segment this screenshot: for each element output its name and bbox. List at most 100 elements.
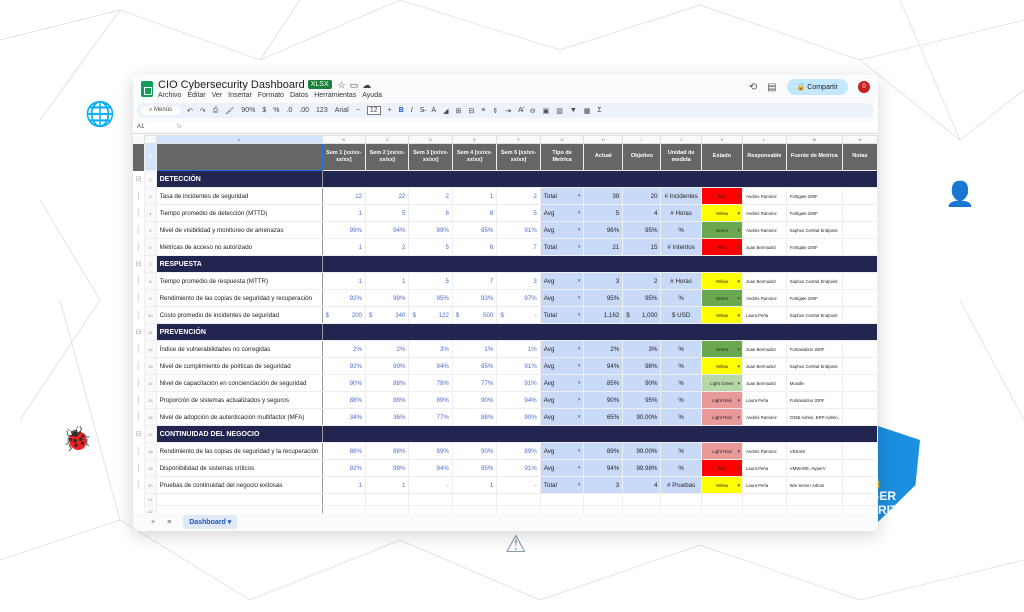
week-value[interactable]: 99% — [364, 459, 410, 477]
group-toggle[interactable]: ⊟ — [133, 425, 145, 443]
section-fill[interactable] — [321, 323, 878, 341]
week-value[interactable]: 7 — [496, 238, 541, 256]
week-value[interactable]: 22 — [364, 187, 410, 205]
week-value[interactable]: 91% — [496, 459, 541, 477]
empty-cell[interactable] — [622, 493, 662, 506]
column-header-c[interactable]: C — [364, 135, 410, 144]
empty-cell[interactable] — [364, 493, 410, 506]
week-value[interactable]: 77% — [408, 408, 453, 426]
more-formats-button[interactable]: 123 — [316, 107, 328, 114]
week-value[interactable]: 34% — [321, 408, 366, 426]
empty-cell[interactable] — [583, 493, 624, 506]
empty-cell[interactable] — [408, 493, 453, 506]
target-value[interactable]: 99.00% — [622, 442, 662, 460]
header-cell[interactable]: Estado — [700, 143, 743, 171]
metric-name[interactable]: Rendimiento de las copias de seguridad y… — [155, 442, 323, 460]
actual-value[interactable]: 5 — [583, 204, 624, 222]
owner[interactable]: Andrés Ramirez — [741, 204, 787, 222]
metric-type-select[interactable]: Total ▾ — [539, 306, 585, 324]
row-number[interactable]: 20 — [144, 476, 157, 494]
cloud-icon[interactable]: ☁ — [362, 80, 376, 90]
metric-source[interactable]: Moodle — [785, 374, 843, 392]
week-value[interactable]: 5 — [364, 204, 410, 222]
functions-icon[interactable]: Σ — [597, 107, 602, 114]
week-value[interactable]: 36% — [364, 408, 410, 426]
week-value[interactable]: 88% — [364, 442, 410, 460]
group-toggle[interactable]: ⊟ — [133, 255, 145, 273]
unit-value[interactable]: % — [660, 357, 702, 375]
unit-value[interactable]: % — [660, 340, 702, 358]
week-value[interactable]: $122 — [408, 306, 453, 324]
notes[interactable] — [841, 408, 878, 426]
row-number[interactable]: 4 — [144, 204, 157, 222]
unit-value[interactable]: # Horas — [660, 204, 702, 222]
avatar[interactable]: 0 — [858, 81, 870, 93]
owner[interactable]: Andrés Ramirez — [741, 408, 787, 426]
metric-name[interactable]: Nivel de cumplimiento de políticas de se… — [155, 357, 323, 375]
metric-source[interactable]: Fortigate 200F — [785, 204, 843, 222]
week-value[interactable]: 1 — [321, 204, 366, 222]
add-sheet-button[interactable]: + — [151, 518, 156, 526]
metric-source[interactable]: Sophos Central Endpoint — [785, 306, 843, 324]
week-value[interactable]: 92% — [321, 289, 366, 307]
metric-type-select[interactable]: Total ▾ — [539, 238, 585, 256]
unit-value[interactable]: % — [660, 408, 702, 426]
target-value[interactable]: 90.00% — [622, 408, 662, 426]
metric-type-select[interactable]: Avg ▾ — [539, 408, 585, 426]
metric-type-select[interactable]: Avg ▾ — [539, 340, 585, 358]
target-value[interactable]: 95% — [622, 221, 662, 239]
fill-color-icon[interactable]: ◢ — [443, 107, 449, 115]
metric-source[interactable]: O365 Admin, ERP Admin, — [785, 408, 843, 426]
group-toggle[interactable]: ⊟ — [133, 323, 145, 341]
week-value[interactable]: 88% — [321, 442, 366, 460]
week-value[interactable]: $200 — [321, 306, 366, 324]
week-value[interactable]: 91% — [496, 357, 541, 375]
menu-archivo[interactable]: Archivo — [158, 92, 182, 99]
week-value[interactable]: 6 — [451, 238, 498, 256]
metric-type-select[interactable]: Avg ▾ — [539, 374, 585, 392]
notes[interactable] — [841, 289, 878, 307]
week-value[interactable]: 5 — [496, 204, 541, 222]
status-select[interactable]: Light Green ▾ — [700, 374, 743, 392]
week-value[interactable]: 1 — [321, 476, 366, 494]
unit-value[interactable]: % — [660, 391, 702, 409]
owner[interactable]: Juan Bermudez — [741, 340, 787, 358]
valign-icon[interactable]: ⇕ — [492, 107, 499, 115]
week-value[interactable]: 94% — [408, 459, 453, 477]
align-icon[interactable]: ≡ — [481, 107, 486, 114]
font-size-input[interactable]: 12 — [366, 106, 381, 115]
target-value[interactable]: 90% — [622, 374, 662, 392]
actual-value[interactable]: 39 — [583, 187, 624, 205]
week-value[interactable]: 2% — [364, 340, 410, 358]
metric-name[interactable]: Pruebas de continuidad del negocio exito… — [155, 476, 323, 494]
status-select[interactable]: Green ▾ — [700, 340, 743, 358]
row-number[interactable]: 19 — [144, 459, 157, 477]
metric-name[interactable]: Costo promedio de incidentes de segurida… — [155, 306, 323, 324]
owner[interactable]: Laura Peña — [741, 306, 787, 324]
target-value[interactable]: 99.98% — [622, 459, 662, 477]
row-number[interactable]: 18 — [144, 442, 157, 460]
header-cell[interactable]: Fuente de Metrica — [785, 143, 843, 171]
metric-source[interactable]: VEEAM — [785, 442, 843, 460]
redo-icon[interactable]: ↷ — [199, 107, 206, 115]
week-value[interactable]: 2% — [321, 340, 366, 358]
actual-value[interactable]: 94% — [583, 459, 624, 477]
borders-icon[interactable]: ⊞ — [455, 107, 462, 115]
menu-insertar[interactable]: Insertar — [228, 92, 252, 99]
notes[interactable] — [841, 221, 878, 239]
italic-button[interactable]: I — [410, 107, 413, 114]
status-select[interactable]: Green ▾ — [700, 289, 743, 307]
text-color-icon[interactable]: A — [431, 107, 437, 114]
header-cell[interactable]: Objetivo — [622, 143, 662, 171]
header-cell[interactable]: Actual — [583, 143, 624, 171]
menu-editar[interactable]: Editar — [187, 92, 206, 99]
status-select[interactable]: Light Red ▾ — [700, 442, 743, 460]
target-value[interactable]: 2 — [622, 272, 662, 290]
history-icon[interactable]: ⟲ — [748, 81, 758, 93]
metric-name[interactable]: Nivel de visibilidad y monitoreo de amen… — [155, 221, 323, 239]
row-number[interactable]: 6 — [144, 238, 157, 256]
target-value[interactable]: 4 — [622, 204, 662, 222]
header-cell[interactable]: Sem 2 [xx/xx-xx/xx] — [364, 143, 410, 171]
actual-value[interactable]: 3 — [583, 272, 624, 290]
week-value[interactable]: 89% — [408, 391, 453, 409]
